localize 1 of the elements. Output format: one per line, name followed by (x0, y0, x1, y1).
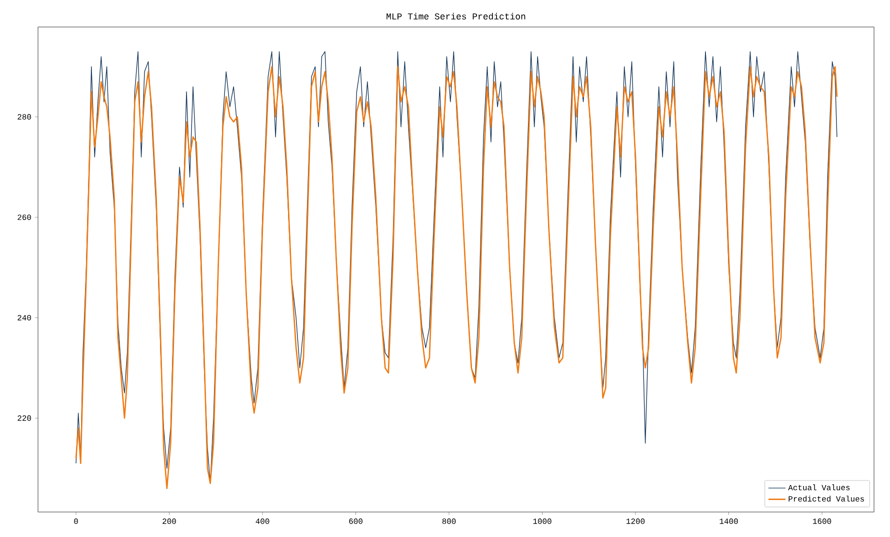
chart-title: MLP Time Series Prediction (386, 12, 526, 20)
